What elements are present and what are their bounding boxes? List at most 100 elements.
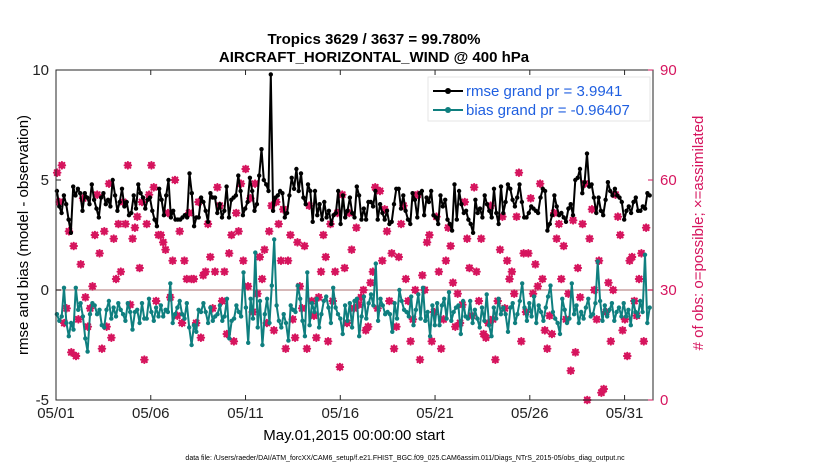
rmse-point <box>575 175 580 180</box>
legend-rmse-marker <box>445 88 451 94</box>
bias-point <box>281 312 286 317</box>
bias-point <box>170 320 175 326</box>
bias-point <box>531 294 537 299</box>
bias-point <box>165 309 171 315</box>
obs-count-marker <box>236 179 246 188</box>
bias-point <box>600 318 605 323</box>
obs-count-marker <box>597 388 606 397</box>
obs-count-marker <box>304 201 314 210</box>
rmse-point <box>449 228 455 233</box>
bias-point <box>321 298 326 304</box>
obs-count-marker <box>608 285 618 295</box>
bias-point <box>576 320 581 326</box>
obs-count-marker <box>290 333 300 342</box>
rmse-point <box>280 191 285 196</box>
bias-point <box>451 309 456 315</box>
obs-count-marker <box>469 183 479 192</box>
rmse-point <box>94 206 99 211</box>
legend-bias-marker <box>445 107 451 113</box>
obs-count-marker <box>175 227 184 236</box>
rmse-point <box>415 215 420 220</box>
bias-point <box>349 325 355 330</box>
obs-count-marker <box>123 161 133 170</box>
rmse-point <box>466 217 471 222</box>
rmse-point <box>345 208 350 213</box>
x-tick-label: 05/16 <box>322 405 360 422</box>
obs-count-marker <box>420 285 429 295</box>
rmse-point <box>377 202 383 207</box>
rmse-point <box>610 193 615 198</box>
rmse-point <box>305 182 311 187</box>
rmse-point <box>75 186 81 191</box>
obs-count-marker <box>288 315 298 324</box>
obs-count-marker <box>590 285 599 295</box>
obs-count-marker <box>198 271 208 280</box>
bias-point <box>583 305 589 310</box>
rmse-point <box>373 188 378 194</box>
bias-point <box>345 318 350 323</box>
obs-count-marker <box>401 274 411 284</box>
rmse-point <box>284 210 290 216</box>
obs-count-marker <box>52 168 62 177</box>
y-tick-label: 5 <box>41 172 49 189</box>
rmse-point <box>91 197 97 202</box>
obs-count-marker <box>425 230 434 240</box>
obs-count-marker <box>422 238 432 247</box>
obs-count-marker <box>396 219 406 229</box>
bias-point <box>392 301 397 306</box>
bias-point <box>293 309 298 315</box>
obs-count-marker <box>69 241 78 251</box>
obs-count-marker <box>352 223 361 232</box>
rmse-point <box>124 199 129 205</box>
rmse-point <box>85 195 90 200</box>
bias-point <box>623 314 629 319</box>
obs-count-marker <box>566 366 576 375</box>
obs-count-marker <box>375 186 385 196</box>
bias-point <box>172 312 178 317</box>
rmse-point <box>452 182 457 187</box>
bias-point <box>631 298 636 304</box>
rmse-point <box>264 182 269 187</box>
bias-point <box>274 303 279 308</box>
obs-count-marker <box>201 267 210 276</box>
rmse-point <box>510 197 515 202</box>
bias-point <box>470 320 475 326</box>
obs-count-marker <box>264 227 274 236</box>
bias-point <box>137 320 142 326</box>
obs-count-marker <box>217 296 227 306</box>
bias-point <box>413 307 419 312</box>
bias-point <box>482 318 487 323</box>
obs-count-marker <box>359 285 368 295</box>
bias-point <box>68 320 74 326</box>
bias-point <box>184 301 189 306</box>
obs-count-marker <box>262 318 272 328</box>
bias-point <box>437 323 442 328</box>
obs-count-marker <box>342 318 352 328</box>
rmse-point <box>136 182 141 187</box>
bias-point <box>498 312 504 317</box>
x-axis-label: May.01,2015 00:00:00 start <box>263 427 445 444</box>
rmse-point <box>594 210 599 216</box>
rmse-point <box>619 199 624 205</box>
bias-point <box>222 314 227 319</box>
bias-point <box>153 305 159 310</box>
rmse-point <box>538 195 543 200</box>
obs-count-marker <box>340 263 349 273</box>
bias-point <box>354 296 360 301</box>
obs-count-marker <box>267 201 276 210</box>
rmse-point <box>215 210 220 216</box>
obs-count-marker <box>71 351 81 361</box>
rmse-point <box>584 151 590 156</box>
obs-count-marker <box>394 252 404 262</box>
rmse-point <box>54 188 60 194</box>
obs-count-marker <box>578 219 587 229</box>
rmse-point <box>59 210 64 216</box>
bias-point <box>394 316 400 321</box>
rmse-point <box>352 215 357 220</box>
rmse-point <box>608 188 613 194</box>
rmse-point <box>601 213 606 218</box>
bias-point <box>262 312 267 317</box>
obs-count-marker <box>95 249 104 258</box>
y2-tick-label: 30 <box>660 282 677 299</box>
